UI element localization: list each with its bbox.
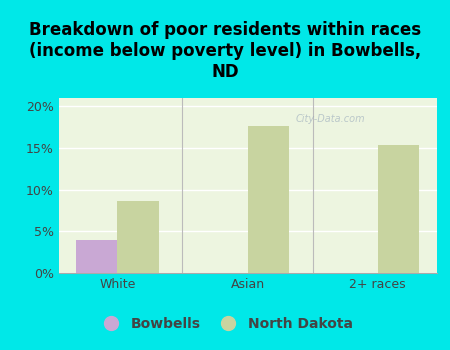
Text: City-Data.com: City-Data.com bbox=[296, 114, 365, 124]
Legend: Bowbells, North Dakota: Bowbells, North Dakota bbox=[92, 311, 358, 336]
Bar bbox=[378, 145, 419, 273]
Bar bbox=[248, 126, 289, 273]
Text: Breakdown of poor residents within races
(income below poverty level) in Bowbell: Breakdown of poor residents within races… bbox=[29, 21, 421, 80]
Bar bbox=[76, 240, 117, 273]
Bar bbox=[117, 201, 159, 273]
